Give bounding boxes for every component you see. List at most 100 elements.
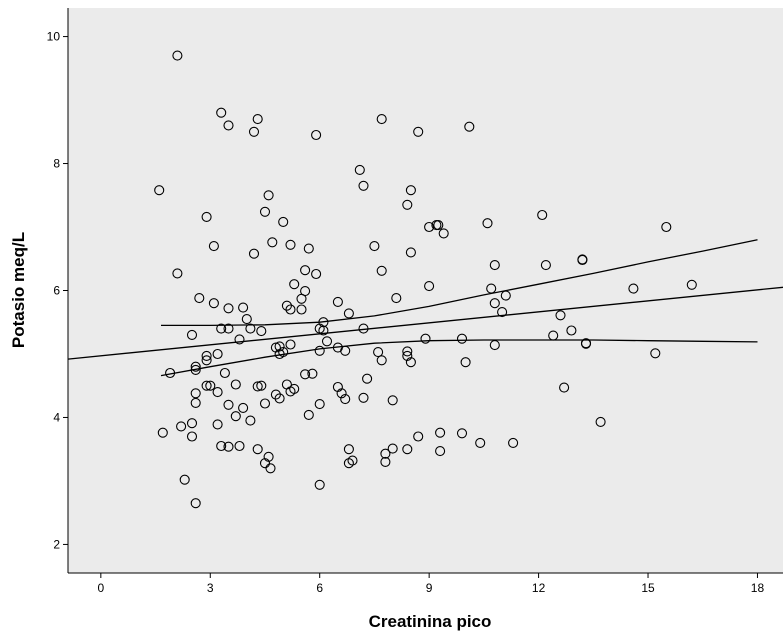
data-point — [424, 221, 435, 233]
data-point — [267, 237, 278, 248]
data-point — [259, 206, 271, 217]
data-point — [259, 398, 271, 409]
data-point — [362, 373, 373, 384]
data-point — [321, 336, 333, 347]
data-point — [318, 325, 329, 336]
data-point — [343, 458, 354, 469]
data-point — [157, 427, 168, 438]
data-point — [311, 268, 322, 280]
data-point — [252, 114, 263, 125]
data-point — [369, 241, 380, 252]
data-point — [686, 279, 697, 290]
data-point — [311, 129, 322, 141]
data-point — [460, 357, 471, 368]
data-point — [332, 296, 343, 307]
data-point — [289, 279, 300, 290]
data-point — [248, 126, 260, 137]
x-axis-title: Creatinina pico — [369, 612, 492, 631]
y-axis-title: Potasio meq/L — [9, 232, 28, 348]
data-point — [500, 290, 511, 301]
data-point — [405, 247, 416, 258]
data-point — [661, 221, 672, 233]
data-point — [212, 419, 223, 430]
data-point — [252, 444, 263, 455]
data-point — [216, 107, 227, 118]
data-point — [376, 114, 387, 125]
regression-line — [67, 286, 783, 360]
data-point — [402, 444, 413, 455]
data-point — [216, 440, 227, 452]
data-point — [190, 388, 201, 399]
data-point — [212, 348, 223, 360]
data-point — [285, 339, 296, 350]
data-point — [300, 265, 311, 276]
data-point — [413, 126, 424, 137]
regression-lines — [67, 239, 783, 377]
data-point — [241, 314, 252, 325]
data-point — [256, 326, 267, 337]
data-point — [212, 387, 223, 398]
data-point — [387, 443, 398, 454]
x-tick-label: 18 — [751, 581, 765, 595]
data-point — [340, 345, 351, 356]
data-point — [380, 456, 391, 467]
data-point — [190, 498, 201, 509]
data-point — [190, 397, 201, 408]
x-tick-label: 12 — [532, 581, 546, 595]
data-point — [376, 265, 387, 276]
data-point — [245, 415, 256, 426]
data-point — [555, 310, 566, 321]
data-point — [216, 323, 227, 334]
data-point — [223, 323, 234, 334]
data-point — [314, 399, 325, 410]
data-point — [245, 323, 256, 334]
x-tick-label: 9 — [426, 581, 433, 595]
data-point — [358, 323, 369, 334]
y-tick-label: 4 — [53, 410, 60, 424]
data-point — [303, 243, 314, 254]
data-point — [208, 298, 219, 309]
y-tick-label: 6 — [53, 284, 60, 298]
data-point — [303, 409, 314, 420]
data-point — [223, 120, 234, 131]
data-point — [230, 379, 241, 390]
data-point — [628, 283, 639, 294]
data-point — [318, 317, 329, 328]
data-point — [486, 283, 497, 294]
data-point — [314, 479, 325, 490]
data-point — [373, 347, 384, 358]
data-point — [435, 427, 446, 438]
data-point — [391, 293, 402, 304]
y-tick-label: 2 — [53, 537, 60, 551]
data-points — [154, 50, 697, 509]
data-point — [340, 394, 351, 405]
data-point — [219, 367, 230, 379]
data-point — [274, 341, 285, 352]
data-point — [456, 428, 468, 439]
x-tick-label: 3 — [207, 581, 214, 595]
data-point — [402, 346, 413, 357]
data-point — [405, 185, 416, 196]
data-point — [285, 239, 296, 250]
data-point — [172, 268, 183, 279]
data-point — [464, 121, 475, 132]
data-point — [489, 298, 500, 309]
x-axis-ticks: 0 3 6 9 12 15 18 — [97, 573, 764, 595]
data-point — [566, 325, 577, 336]
data-point — [402, 350, 413, 361]
data-point — [263, 451, 274, 462]
x-tick-label: 6 — [316, 581, 323, 595]
data-point — [343, 308, 354, 319]
data-point — [540, 260, 551, 271]
data-point — [475, 437, 486, 448]
data-point — [405, 357, 416, 368]
data-point — [489, 260, 500, 271]
data-point — [201, 355, 212, 366]
data-point — [265, 463, 276, 474]
x-tick-label: 15 — [641, 581, 655, 595]
data-point — [285, 386, 296, 397]
data-point — [376, 355, 387, 366]
data-point — [537, 209, 548, 221]
confidence-band-upper — [161, 239, 758, 327]
